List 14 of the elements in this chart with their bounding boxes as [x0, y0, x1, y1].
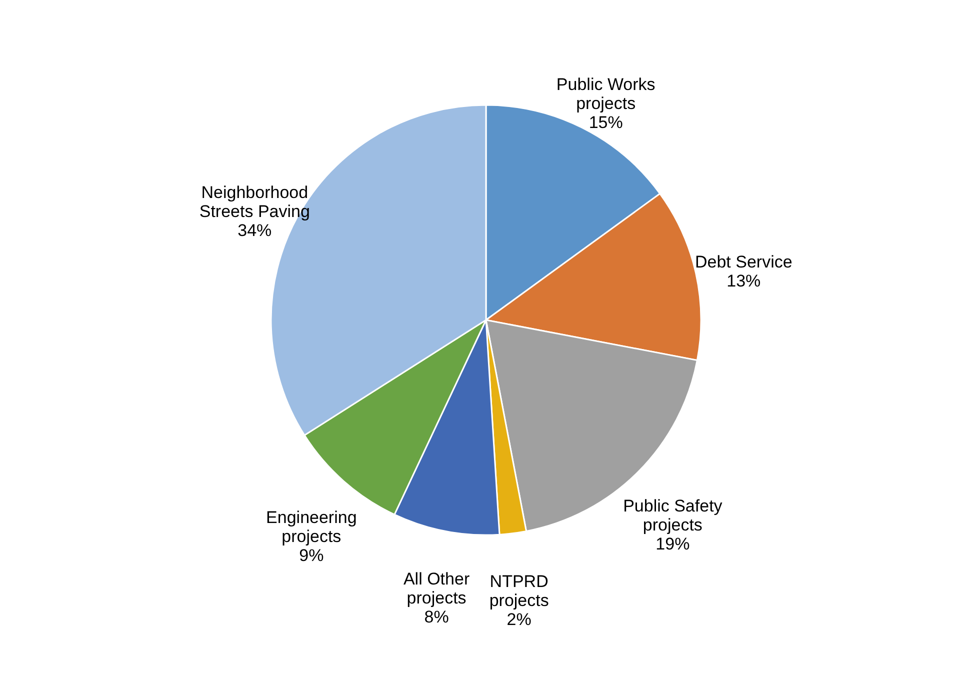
data-label: 19% — [656, 534, 690, 554]
slice-label: Public Works projects — [556, 74, 656, 113]
slice-label: Engineering projects — [266, 508, 357, 546]
slice-label: Neighborhood Streets Paving — [199, 182, 310, 221]
data-label: 8% — [424, 607, 449, 626]
data-label: 15% — [588, 112, 623, 132]
slice-label: All Other projects — [403, 569, 470, 608]
data-label: 9% — [299, 546, 324, 566]
data-label: 13% — [726, 271, 761, 290]
data-label: 2% — [506, 610, 532, 629]
slice-label: NTPRD projects — [489, 572, 549, 610]
slice-label: Debt Service — [694, 252, 792, 272]
slice-label: Public Safety projects — [623, 496, 723, 535]
data-label: 34% — [238, 220, 272, 240]
